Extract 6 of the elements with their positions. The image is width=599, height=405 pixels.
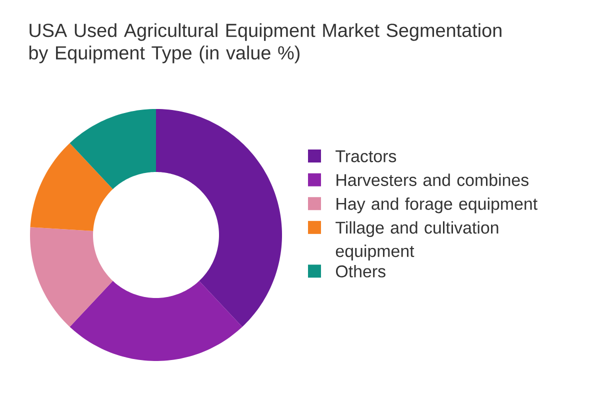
legend-label: Hay and forage equipment bbox=[336, 197, 538, 214]
legend-label: Others bbox=[336, 264, 386, 278]
legend-label: Harvesters and combines bbox=[336, 174, 528, 186]
chart-title: USA Used Agricultural Equipment Market Segmentation by Equipment Type (in value %) bbox=[29, 23, 502, 64]
legend-label: Tillage and cultivation equipment bbox=[336, 221, 498, 260]
legend-label: Tractors bbox=[336, 150, 396, 162]
